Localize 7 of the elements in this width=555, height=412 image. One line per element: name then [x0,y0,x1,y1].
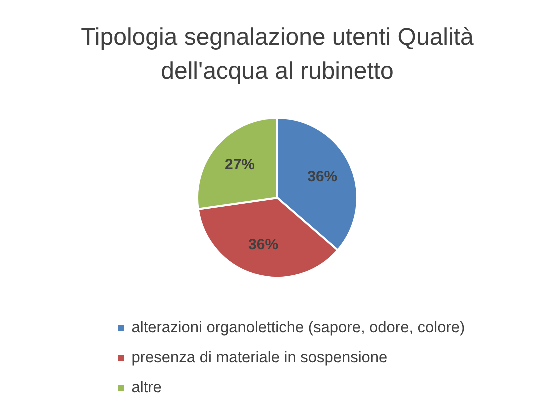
data-label: 27% [225,156,256,174]
legend-label: presenza di materiale in sospensione [132,350,388,367]
data-label: 36% [308,168,338,186]
chart-title: Tipologia segnalazione utenti Qualità dell'acqua al rubinetto [80,23,475,87]
legend-label: altre [132,380,162,397]
data-label: 36% [248,236,279,254]
legend-label: alterazioni organolettiche (sapore, odore, colore) [132,320,466,337]
